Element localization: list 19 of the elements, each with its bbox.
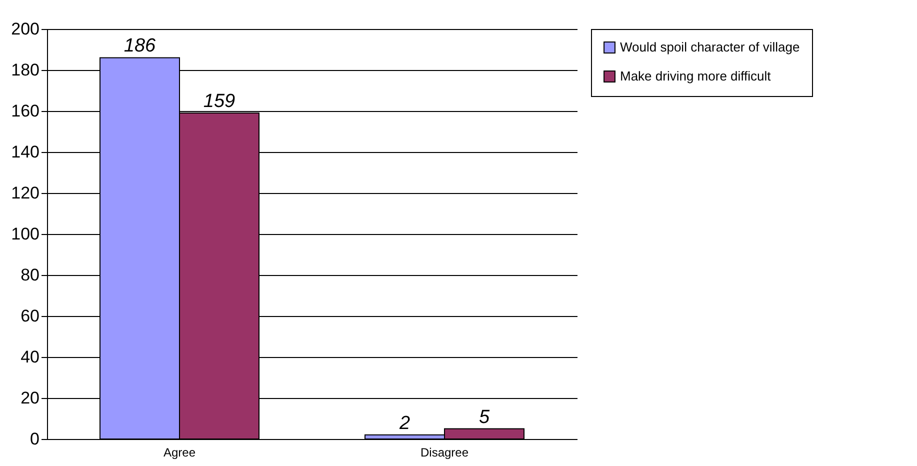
y-tick-label: 20 <box>20 388 40 408</box>
y-tick-label: 120 <box>11 184 40 202</box>
data-label: 186 <box>124 36 156 57</box>
y-tick-label: 200 <box>11 20 40 38</box>
y-tick-label: 60 <box>20 306 40 326</box>
legend-label: Would spoil character of village <box>620 40 800 54</box>
y-tick-label: 40 <box>20 348 40 366</box>
x-tick-label: Disagree <box>420 446 469 460</box>
y-tick-label: 80 <box>20 266 40 284</box>
y-tick-label: 0 <box>30 430 40 448</box>
data-label: 2 <box>398 412 410 434</box>
y-tick-label: 100 <box>11 224 40 244</box>
data-label: 159 <box>203 91 236 112</box>
y-tick-label: 180 <box>11 60 40 80</box>
y-tick-label: 160 <box>11 102 40 120</box>
x-tick-label: Agree <box>163 446 196 460</box>
legend-label: Make driving more difficult <box>620 68 772 84</box>
data-label: 5 <box>478 406 490 428</box>
y-tick-label: 140 <box>11 142 40 162</box>
